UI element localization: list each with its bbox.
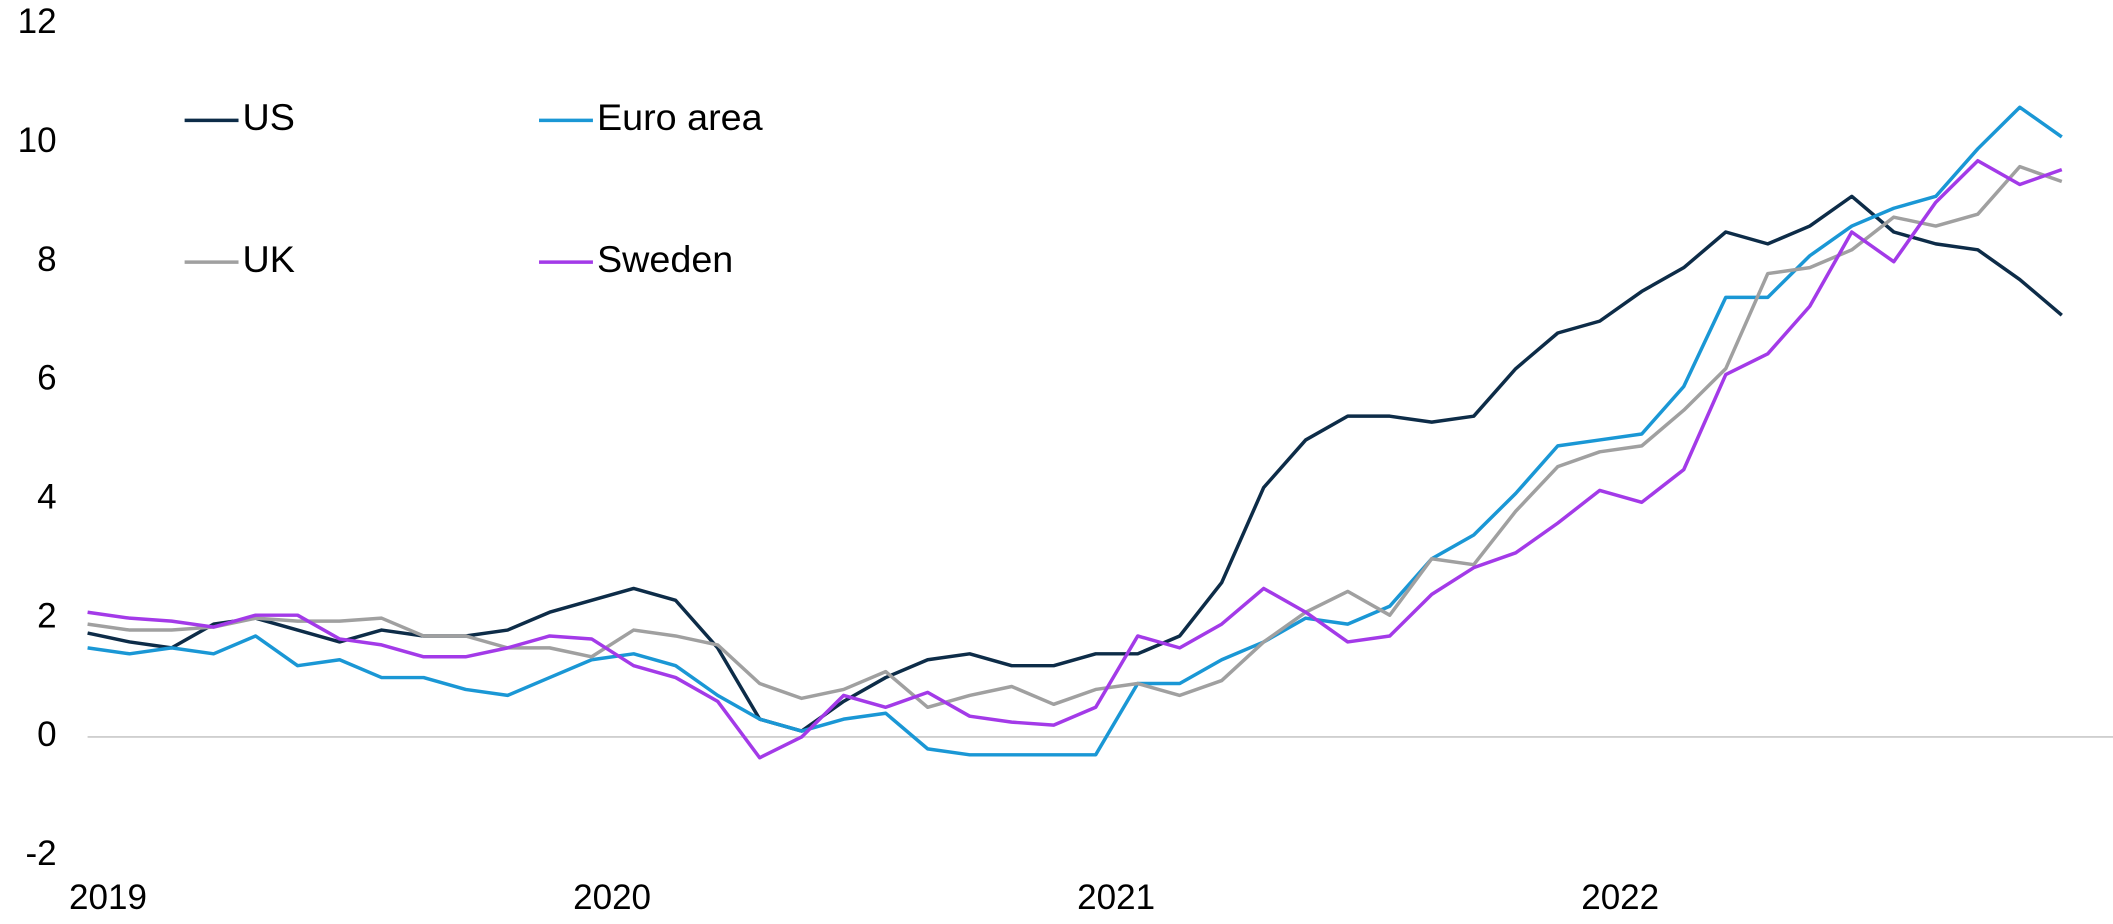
x-tick-label: 2021	[1077, 878, 1155, 917]
y-tick-label: 8	[37, 240, 56, 279]
y-tick-label: 2	[37, 596, 56, 635]
y-tick-label: -2	[25, 834, 56, 873]
y-tick-label: 6	[37, 359, 56, 398]
y-tick-label: 0	[37, 715, 56, 754]
y-tick-label: 12	[18, 2, 57, 41]
series-line	[87, 105, 2063, 757]
legend-label: Euro area	[597, 96, 763, 138]
y-tick-label: 10	[18, 121, 57, 160]
x-tick-label: 2019	[69, 878, 147, 917]
y-tick-label: 4	[37, 478, 56, 517]
legend-label: US	[243, 96, 295, 138]
x-tick-label: 2020	[573, 878, 651, 917]
series-line	[87, 158, 2063, 760]
series-line	[87, 194, 2063, 733]
series-line	[87, 164, 2063, 710]
x-tick-label: 2022	[1581, 878, 1659, 917]
legend-label: UK	[243, 238, 295, 280]
legend-label: Sweden	[597, 238, 733, 280]
